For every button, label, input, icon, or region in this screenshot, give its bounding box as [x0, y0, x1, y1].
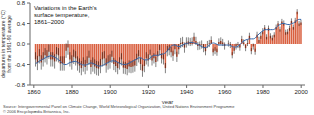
html-text:departures in temperature (°C): departures in temperature (°C) [0, 10, 6, 78]
svg-text:0.4: 0.4 [17, 21, 26, 27]
svg-text:1940: 1940 [180, 89, 194, 95]
svg-text:-0.8: -0.8 [15, 82, 26, 88]
svg-text:year: year [162, 99, 174, 104]
svg-text:1920: 1920 [142, 89, 156, 95]
svg-text:1960: 1960 [218, 89, 232, 95]
html-text:Variations in the Earth's surf: Variations in the Earth's surface temper… [34, 5, 97, 26]
svg-text:1900: 1900 [104, 89, 118, 95]
svg-text:1860: 1860 [27, 89, 41, 95]
svg-text:departures in temperature (°C): departures in temperature (°C)from the 1… [8, 10, 12, 78]
svg-text:1980: 1980 [256, 89, 270, 95]
svg-text:0.0: 0.0 [17, 41, 26, 47]
svg-text:-0.4: -0.4 [15, 62, 26, 68]
html-text:Source: Intergovernmental Pane: Source: Intergovernmental Panel on Clima… [3, 104, 235, 114]
svg-text:1880: 1880 [65, 89, 79, 95]
svg-text:0.8: 0.8 [17, 0, 26, 6]
svg-text:2000: 2000 [295, 89, 306, 95]
